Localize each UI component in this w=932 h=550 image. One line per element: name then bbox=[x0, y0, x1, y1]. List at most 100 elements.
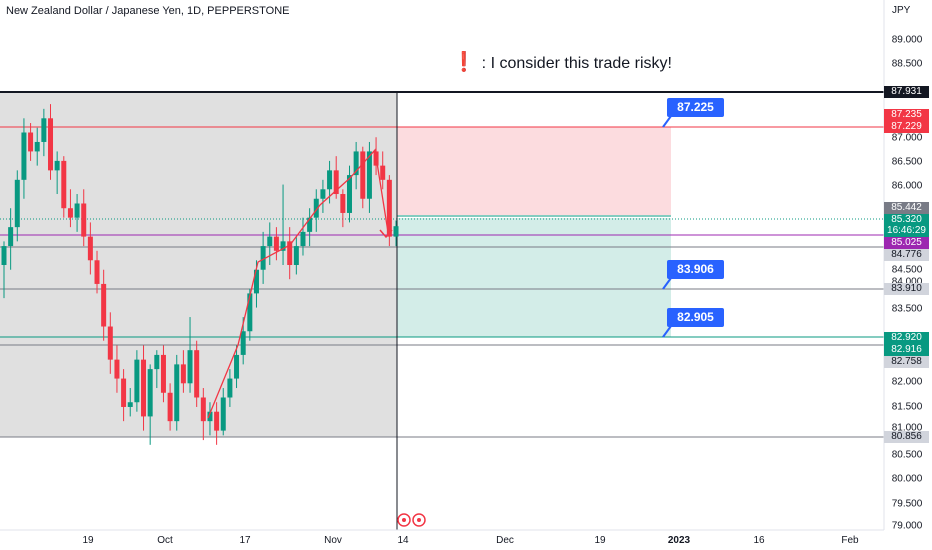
price-tag-countdown: 16:46:29 bbox=[884, 225, 929, 237]
candle bbox=[214, 402, 220, 445]
candle-body bbox=[121, 378, 127, 407]
candle bbox=[114, 345, 120, 393]
callout-upper[interactable]: 87.225 bbox=[667, 98, 724, 117]
candle-body bbox=[87, 236, 93, 261]
callout-middle[interactable]: 83.906 bbox=[667, 260, 724, 279]
candle bbox=[54, 151, 60, 195]
candle-body bbox=[307, 217, 313, 232]
price-tick: 81.000 bbox=[891, 422, 923, 434]
price-tag-top-level[interactable]: 87.931 bbox=[884, 86, 929, 98]
trade-note[interactable]: ❗: I consider this trade risky! bbox=[452, 50, 672, 74]
price-tag-level-83[interactable]: 83.910 bbox=[884, 283, 929, 295]
candle bbox=[353, 141, 359, 190]
trend-path-drawing[interactable] bbox=[207, 148, 389, 419]
symbol-title[interactable]: New Zealand Dollar / Japanese Yen, 1D, P… bbox=[6, 5, 290, 17]
price-tick: 86.000 bbox=[891, 180, 923, 192]
candle bbox=[234, 345, 240, 389]
candle-body bbox=[8, 227, 14, 247]
price-tag-stop-lower[interactable]: 82.916 bbox=[884, 344, 929, 356]
candle-body bbox=[134, 359, 140, 403]
candle-body bbox=[14, 179, 20, 228]
candle bbox=[160, 345, 166, 403]
price-tag-candle-high[interactable]: 85.442 bbox=[884, 202, 929, 214]
price-tick: 83.500 bbox=[891, 303, 923, 315]
candle-body bbox=[207, 411, 213, 422]
candle bbox=[180, 350, 186, 393]
candle bbox=[227, 369, 233, 407]
down-arrow-drawing[interactable] bbox=[379, 229, 393, 239]
candle-body bbox=[81, 203, 87, 237]
candle bbox=[87, 222, 93, 275]
price-tag-tp-lower[interactable]: 87.229 bbox=[884, 121, 929, 133]
candle bbox=[101, 269, 107, 341]
time-label: 16 bbox=[753, 535, 765, 546]
callout-middle-pointer bbox=[662, 277, 672, 290]
price-tag-current[interactable]: 85.320 bbox=[884, 214, 929, 226]
candle bbox=[260, 231, 266, 284]
price-tag-level-82[interactable]: 82.758 bbox=[884, 356, 929, 368]
candle-body bbox=[74, 203, 80, 218]
candle bbox=[307, 208, 313, 247]
price-tag-bottom-level[interactable]: 80.856 bbox=[884, 431, 929, 443]
stop-loss-zone[interactable] bbox=[397, 127, 671, 215]
callout-lower[interactable]: 82.905 bbox=[667, 308, 724, 327]
candle bbox=[393, 220, 399, 247]
candle bbox=[207, 402, 213, 436]
candle-body bbox=[340, 194, 346, 213]
candle-body bbox=[94, 260, 100, 284]
candle-body bbox=[260, 246, 266, 270]
price-tag-stop-upper[interactable]: 82.920 bbox=[884, 332, 929, 344]
take-profit-zone[interactable] bbox=[397, 218, 671, 337]
candle-body bbox=[247, 293, 253, 332]
candle bbox=[287, 227, 293, 280]
time-label: 14 bbox=[397, 535, 409, 546]
candle bbox=[1, 241, 7, 299]
candle bbox=[187, 317, 193, 393]
price-tag-level-84[interactable]: 84.776 bbox=[884, 249, 929, 261]
time-label: 17 bbox=[239, 535, 251, 546]
candles-group bbox=[1, 104, 399, 445]
candle-body bbox=[253, 269, 259, 294]
candle-body bbox=[67, 208, 73, 218]
time-label: Dec bbox=[496, 535, 514, 546]
candle-body bbox=[287, 241, 293, 265]
candle-body bbox=[366, 151, 372, 199]
candle bbox=[48, 104, 54, 180]
callout-lower-pointer bbox=[662, 325, 672, 338]
candle-body bbox=[194, 350, 200, 398]
candle-body bbox=[174, 364, 180, 422]
price-tag-tp-upper[interactable]: 87.235 bbox=[884, 109, 929, 121]
candle bbox=[220, 388, 226, 436]
price-tick: 89.000 bbox=[891, 34, 923, 46]
candle-body bbox=[21, 132, 27, 180]
candle bbox=[366, 141, 372, 213]
candle bbox=[81, 189, 87, 247]
candle-body bbox=[267, 236, 273, 247]
candle-body bbox=[41, 118, 47, 142]
price-tag-purple-level[interactable]: 85.025 bbox=[884, 237, 929, 249]
candle-body bbox=[313, 198, 319, 218]
candle bbox=[346, 165, 352, 223]
candle-body bbox=[154, 354, 160, 370]
candle-body bbox=[167, 392, 173, 422]
event-markers[interactable] bbox=[397, 513, 426, 527]
time-label: Oct bbox=[157, 535, 173, 546]
candle bbox=[61, 156, 67, 218]
candle-body bbox=[160, 354, 166, 393]
candle-body bbox=[54, 160, 60, 171]
candle bbox=[320, 179, 326, 213]
price-tick: 82.000 bbox=[891, 376, 923, 388]
candle bbox=[147, 364, 153, 445]
candle-body bbox=[61, 160, 67, 209]
candle-body bbox=[386, 179, 392, 237]
candle-body bbox=[34, 141, 40, 152]
candle-body bbox=[227, 378, 233, 398]
candle-body bbox=[333, 170, 339, 195]
candle bbox=[154, 350, 160, 389]
candle-body bbox=[114, 359, 120, 379]
candle-body bbox=[220, 397, 226, 431]
time-label: 19 bbox=[594, 535, 606, 546]
event-icon-dot bbox=[417, 518, 421, 522]
candle-body bbox=[234, 354, 240, 379]
